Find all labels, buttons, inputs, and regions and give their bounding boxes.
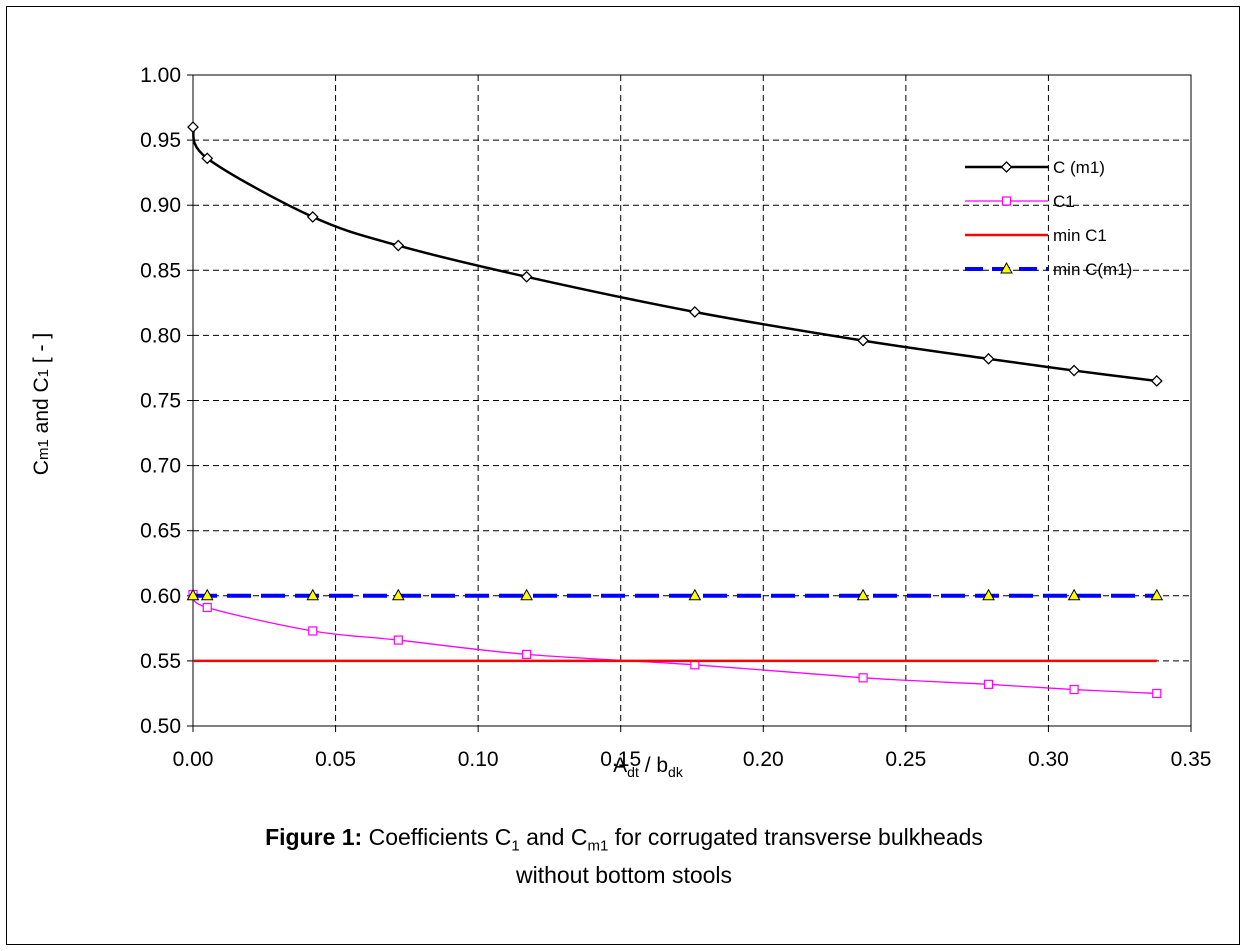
triangle-marker [1000, 261, 1013, 274]
triangle-marker [1067, 588, 1081, 601]
x-tick-label: 0.30 [1028, 748, 1069, 771]
y-tick-label: 0.50 [140, 715, 181, 738]
legend: C (m1) C1 min C1 min C(m1) [965, 158, 1132, 279]
series-0 [187, 121, 1163, 387]
y-tick-label: 0.80 [140, 324, 181, 347]
caption-text-c: for corrugated transverse bulkheads [608, 824, 983, 850]
triangle-marker [200, 588, 214, 601]
series-1 [188, 589, 1162, 699]
diamond-marker [392, 239, 405, 252]
triangle-marker [688, 588, 702, 601]
series-line [191, 126, 1157, 383]
triangle-marker [856, 588, 870, 601]
legend-label: min C1 [1053, 226, 1107, 245]
square-marker [1001, 196, 1012, 206]
triangle-marker [520, 588, 533, 601]
x-axis-label: Adt / bdk [613, 754, 684, 780]
series-layer [186, 121, 1164, 699]
x-tick-labels: 0.00 0.05 0.10 0.15 0.20 0.25 0.30 0.35 [173, 748, 1212, 771]
diamond-marker [982, 352, 995, 365]
chart: 0.50 0.55 0.60 0.65 0.70 0.75 0.80 0.85 0.90 0.95… [30, 64, 1212, 780]
legend-item: min C(m1) [965, 260, 1132, 279]
y-tick-label: 0.85 [140, 259, 181, 282]
caption-text-a: Coefficients C [362, 824, 512, 850]
diamond-marker [306, 210, 319, 223]
x-tick-label: 0.10 [458, 748, 499, 771]
caption-line-2: without bottom stools [515, 861, 733, 888]
x-tick-label: 0.15 [600, 748, 641, 771]
x-tick-label: 0.35 [1171, 748, 1212, 771]
y-tick-label: 0.55 [140, 650, 181, 673]
y-tick-label: 0.60 [140, 585, 181, 608]
x-tick-label: 0.05 [315, 748, 356, 771]
figure-frame [6, 6, 1240, 945]
caption-sub-m1: m1 [587, 837, 609, 855]
y-tick-label: 0.70 [140, 455, 181, 478]
square-marker [1069, 684, 1079, 695]
legend-label: min C(m1) [1053, 260, 1132, 279]
y-tick-label: 1.00 [140, 64, 181, 87]
legend-label: C (m1) [1053, 158, 1105, 177]
y-tick-label: 0.95 [140, 129, 181, 152]
legend-item: min C1 [965, 226, 1107, 245]
triangle-marker [306, 588, 320, 601]
figure-caption: Figure 1: Coefficients C1 and Cm1 for co… [0, 823, 1248, 889]
caption-figure-label: Figure 1: [265, 824, 363, 850]
square-marker [393, 635, 403, 645]
legend-label: C1 [1053, 192, 1075, 211]
diamond-marker [688, 306, 701, 318]
square-marker [1152, 688, 1162, 699]
x-tick-label: 0.25 [885, 748, 926, 771]
diamond-marker [1000, 161, 1013, 173]
x-tick-label: 0.00 [173, 748, 214, 771]
diamond-marker [187, 121, 199, 133]
grid-lines [187, 74, 1192, 732]
series-3 [186, 588, 1164, 601]
square-marker [522, 649, 532, 659]
square-marker [983, 679, 994, 689]
y-axis-label: Cm1 and C1 [ - ] [30, 333, 53, 475]
square-marker [202, 602, 212, 613]
square-marker [858, 673, 868, 683]
diamond-marker [201, 152, 214, 165]
y-tick-labels: 0.50 0.55 0.60 0.65 0.70 0.75 0.80 0.85 0.90 0.95… [140, 64, 181, 738]
diamond-marker [857, 334, 870, 347]
diamond-marker [520, 270, 533, 283]
plot-area [192, 74, 1192, 727]
series-line [192, 594, 1157, 695]
caption-line-1: Figure 1: Coefficients C1 and Cm1 for co… [0, 823, 1248, 861]
caption-text-b: and C [519, 824, 588, 850]
y-tick-label: 0.65 [140, 520, 181, 543]
triangle-marker [982, 588, 995, 601]
legend-item: C (m1) [965, 158, 1105, 177]
diamond-marker [1068, 364, 1081, 377]
triangle-marker [391, 588, 405, 601]
caption-sub-1: 1 [511, 837, 520, 855]
y-tick-label: 0.75 [140, 390, 181, 413]
y-tick-label: 0.90 [140, 194, 181, 217]
legend-item: C1 [965, 192, 1075, 211]
x-tick-label: 0.20 [743, 748, 784, 771]
square-marker [308, 626, 318, 636]
triangle-marker [1150, 588, 1164, 601]
triangle-marker [186, 588, 200, 601]
diamond-marker [1150, 375, 1163, 387]
